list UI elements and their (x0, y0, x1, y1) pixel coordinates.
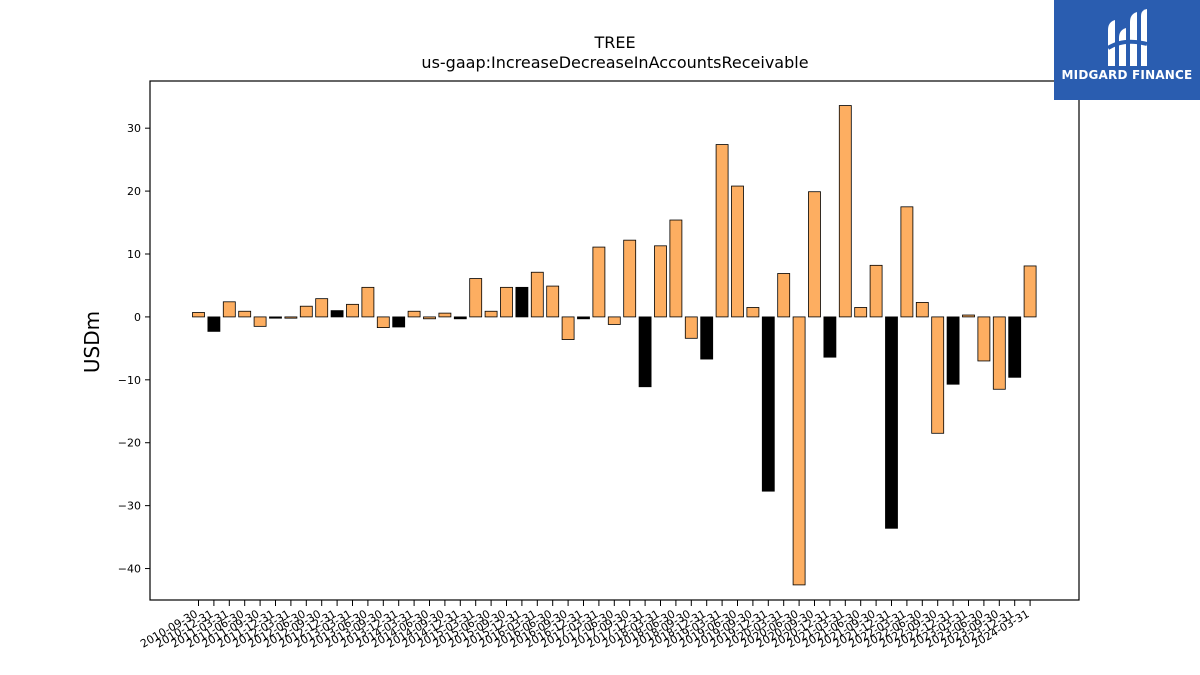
plot-frame (149, 80, 1080, 601)
bar-2013-03-31 (346, 303, 359, 318)
bar-2020-09-30 (808, 191, 821, 318)
bar-2018-09-30 (684, 316, 698, 339)
bar-2021-12-31 (885, 316, 898, 529)
y-tick-label: 10 (127, 248, 141, 261)
bar-2017-03-31 (592, 246, 606, 318)
bar-2012-12-31 (330, 310, 344, 318)
bar-2018-03-31 (654, 245, 667, 318)
chart-subtitle: us-gaap:IncreaseDecreaseInAccountsReceiv… (421, 53, 808, 72)
x-axis-ticks: 2010-09-302010-12-312011-03-312011-06-30… (138, 600, 1032, 651)
bar-2011-06-30 (238, 310, 252, 318)
chart-title: TREE (593, 33, 635, 52)
bar-2013-06-30 (361, 286, 375, 318)
bar-2013-12-31 (392, 316, 406, 328)
bar-2022-06-30 (915, 302, 929, 318)
bar-2012-09-30 (315, 298, 329, 318)
bar-2015-12-31 (515, 286, 529, 318)
bar-2017-12-31 (638, 316, 652, 388)
bar-2022-12-31 (946, 316, 960, 385)
bar-2020-12-31 (823, 316, 837, 358)
bar-2023-03-31 (962, 314, 975, 318)
bar-2019-06-30 (731, 185, 744, 318)
bar-2014-06-30 (423, 316, 436, 320)
bar-2015-06-30 (484, 310, 498, 318)
bar-2021-03-31 (838, 105, 852, 318)
y-tick-label: 20 (127, 185, 141, 198)
bar-2014-12-31 (453, 316, 467, 320)
bar-2016-12-31 (577, 316, 590, 320)
bar-2020-06-30 (792, 316, 806, 586)
midgard-finance-logo: MIDGARD FINANCE (1054, 0, 1200, 100)
bar-2023-06-30 (977, 316, 991, 362)
bar-2018-06-30 (669, 219, 683, 318)
y-tick-label: 30 (127, 122, 141, 135)
y-tick-label: −10 (118, 374, 141, 387)
bar-2017-06-30 (607, 316, 621, 325)
bar-2022-03-31 (900, 206, 914, 318)
bar-2019-09-30 (746, 307, 760, 318)
y-tick-label: −20 (118, 437, 141, 450)
bar-2012-03-31 (284, 316, 298, 319)
bar-2011-12-31 (269, 316, 282, 319)
bar-2012-06-30 (299, 305, 313, 318)
bar-2013-09-30 (376, 316, 390, 329)
y-tick-label: −40 (118, 563, 141, 576)
bar-2023-09-30 (992, 316, 1006, 390)
bar-2015-03-31 (469, 278, 483, 318)
bar-2014-09-30 (438, 312, 452, 318)
bar-2014-03-31 (407, 310, 421, 318)
bar-2010-09-30 (192, 312, 205, 318)
y-tick-label: 0 (134, 311, 141, 324)
bar-2021-06-30 (854, 307, 868, 318)
bar-2021-09-30 (869, 264, 883, 318)
bar-2019-03-31 (715, 144, 729, 318)
logo-text: MIDGARD FINANCE (1061, 68, 1193, 82)
y-axis-label: USDm (80, 311, 104, 373)
y-axis-ticks: 30 20 10 0 −10 −20 −30 −40 (118, 122, 150, 576)
bar-2019-12-31 (761, 316, 775, 492)
bar-2011-09-30 (253, 316, 267, 327)
bar-2010-12-31 (207, 316, 221, 332)
bar-2017-09-30 (623, 239, 637, 318)
bar-2023-12-31 (1008, 316, 1022, 378)
bar-2016-06-30 (546, 285, 560, 318)
bar-2011-03-31 (222, 301, 236, 318)
midgard-logo-icon (1106, 9, 1148, 66)
bars-group (192, 105, 1037, 586)
bar-2024-03-31 (1023, 265, 1037, 318)
bar-2016-09-30 (561, 316, 575, 340)
y-tick-label: −30 (118, 500, 141, 513)
bar-2018-12-31 (700, 316, 714, 360)
bar-2015-09-30 (500, 286, 513, 318)
bar-2020-03-31 (777, 273, 791, 318)
bar-2022-09-30 (931, 316, 945, 434)
bar-2016-03-31 (530, 271, 544, 318)
